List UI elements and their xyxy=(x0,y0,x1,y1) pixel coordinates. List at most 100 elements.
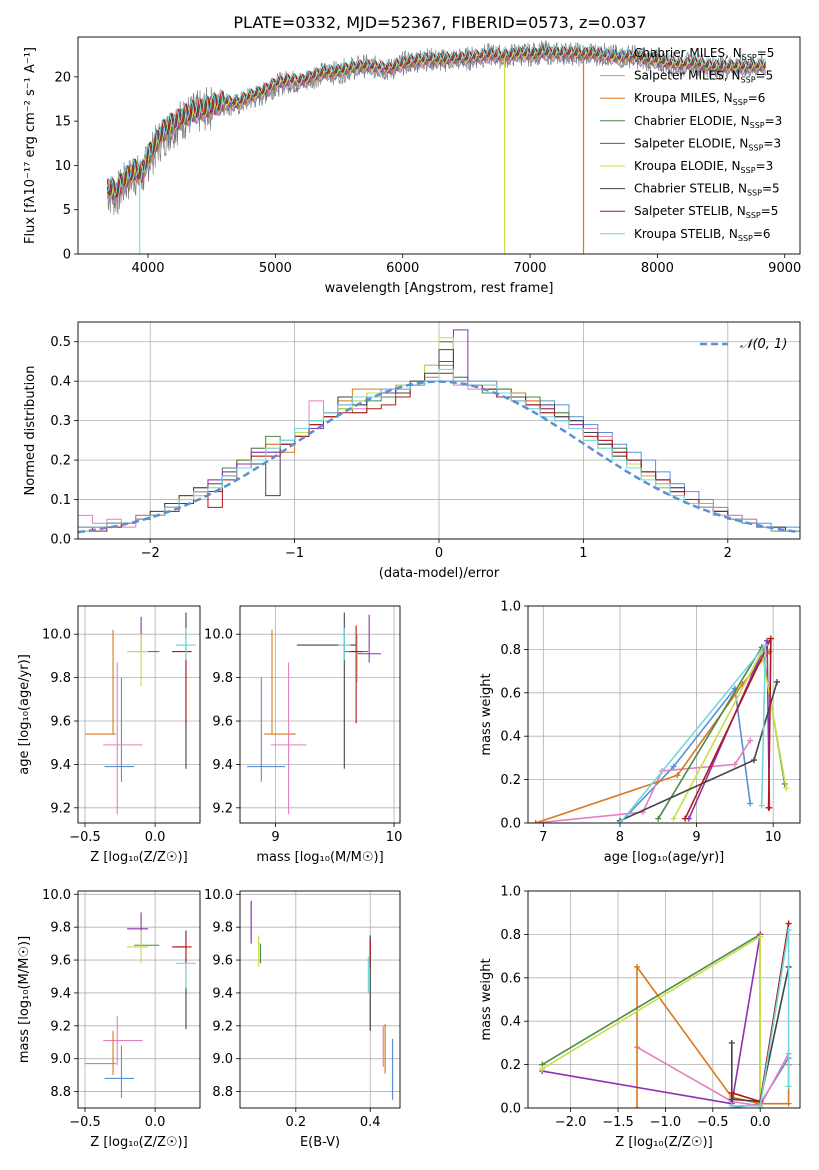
x-tick-label: −1.5 xyxy=(602,1115,634,1130)
x-axis-label: mass [log₁₀(M/M☉)] xyxy=(256,850,383,865)
y-tick-label: 15 xyxy=(54,115,71,130)
marker xyxy=(765,804,772,811)
axes-age_vs_Z: −0.5 0.0 9.2 9.4 9.6 9.8 10.0 Z [log₁₀(Z/Z☉)] ag… xyxy=(17,605,201,865)
axes-frame xyxy=(239,890,401,1109)
marker xyxy=(785,920,792,927)
y-tick-label: 0.8 xyxy=(500,643,521,658)
y-axis-label: age [log₁₀(age/yr)] xyxy=(17,654,32,775)
marker xyxy=(682,815,689,822)
y-tick-label: 0.2 xyxy=(50,454,71,469)
marker xyxy=(774,678,781,685)
y-tick-label: 9.2 xyxy=(50,801,71,816)
marker xyxy=(728,1096,735,1103)
histogram-step xyxy=(78,368,800,539)
y-tick-label: 9.4 xyxy=(50,986,71,1001)
x-tick-label: 1 xyxy=(579,546,587,561)
axes-frame xyxy=(527,605,801,824)
x-tick-label: 9 xyxy=(692,830,700,845)
x-axis-label: Z [log₁₀(Z/Z☉)] xyxy=(90,850,187,865)
x-tick-label: 0.0 xyxy=(750,1115,771,1130)
axes-spectrum: 4000 5000 6000 7000 8000 9000 0 5 10 15 20 Chabrier… xyxy=(23,36,801,296)
y-axis-label: Flux [fλ10⁻¹⁷ erg cm⁻² s⁻¹ A⁻¹] xyxy=(23,47,38,244)
x-tick-label: 6000 xyxy=(386,261,419,276)
model-spectrum-line xyxy=(106,47,766,200)
legend-entry: Chabrier ELODIE, NSSP=3 xyxy=(634,114,782,130)
legend-entry: Salpeter MILES, NSSP=5 xyxy=(634,69,773,85)
marker xyxy=(655,815,662,822)
y-tick-label: 9.4 xyxy=(50,758,71,773)
x-tick-label: 10 xyxy=(765,830,782,845)
y-tick-label: 9.0 xyxy=(50,1052,71,1067)
marker xyxy=(670,763,677,770)
x-tick-label: 4000 xyxy=(131,261,164,276)
marker xyxy=(539,1065,546,1072)
x-tick-label: −0.5 xyxy=(69,830,101,845)
marker xyxy=(757,933,764,940)
y-tick-label: 9.4 xyxy=(212,986,233,1001)
errorbar-plot xyxy=(85,912,196,1099)
y-tick-label: 0.3 xyxy=(50,414,71,429)
marker xyxy=(532,820,539,823)
marker xyxy=(731,761,738,768)
legend-subscript: SSP xyxy=(741,166,756,175)
y-tick-label: 9.8 xyxy=(50,671,71,686)
y-tick-label: 0.4 xyxy=(500,1015,521,1030)
y-tick-label: 10.0 xyxy=(204,628,233,643)
marker xyxy=(747,800,754,807)
legend-count: =6 xyxy=(748,91,766,105)
legend-subscript: SSP xyxy=(733,98,748,107)
x-axis-label: (data-model)/error xyxy=(379,566,500,581)
x-tick-label: 7 xyxy=(539,830,547,845)
axes-frame xyxy=(77,321,801,540)
mass-weight-line xyxy=(619,686,751,823)
x-tick-label: 9000 xyxy=(768,261,801,276)
axes-mass_weight_vs_Z: −2.0 −1.5 −1.0 −0.5 0.0 0.0 0.2 0.4 0.6 0.8 1.0 Z [… xyxy=(479,885,801,1150)
legend-subscript: SSP xyxy=(747,189,762,198)
x-tick-label: −1.0 xyxy=(650,1115,682,1130)
x-tick-label: 8000 xyxy=(641,261,674,276)
y-tick-label: 9.2 xyxy=(212,801,233,816)
legend-subscript: SSP xyxy=(738,234,753,243)
y-tick-label: 0.8 xyxy=(500,928,521,943)
legend-subscript: SSP xyxy=(746,211,761,220)
y-tick-label: 10.0 xyxy=(42,628,71,643)
y-tick-label: 9.0 xyxy=(212,1052,233,1067)
x-axis-label: Z [log₁₀(Z/Z☉)] xyxy=(615,1135,712,1150)
x-tick-label: −2.0 xyxy=(555,1115,587,1130)
marker xyxy=(762,642,769,649)
marker xyxy=(785,1083,792,1090)
legend-subscript: SSP xyxy=(741,76,756,85)
y-tick-label: 9.6 xyxy=(212,954,233,969)
legend-entry: Kroupa STELIB, NSSP=6 xyxy=(634,227,771,243)
legend-entry: Kroupa MILES, NSSP=6 xyxy=(634,91,765,107)
y-tick-label: 0.6 xyxy=(500,686,521,701)
marker xyxy=(785,1100,792,1107)
legend-entry: Kroupa ELODIE, NSSP=3 xyxy=(634,159,773,175)
marker xyxy=(633,1105,640,1108)
legend-entry: Salpeter STELIB, NSSP=5 xyxy=(634,204,778,220)
y-tick-label: 0.2 xyxy=(500,1058,521,1073)
marker xyxy=(674,772,681,779)
y-tick-label: 9.6 xyxy=(50,715,71,730)
marker xyxy=(670,815,677,822)
y-tick-label: 0 xyxy=(63,248,71,263)
x-axis-label: age [log₁₀(age/yr)] xyxy=(604,850,725,865)
legend-entry: Chabrier STELIB, NSSP=5 xyxy=(634,182,780,198)
mass-weight-line xyxy=(731,929,790,1107)
legend-count: =5 xyxy=(762,182,780,196)
y-tick-label: 0.0 xyxy=(50,533,71,548)
mass-weight-line xyxy=(535,651,771,823)
axes-frame xyxy=(527,890,801,1109)
axes-frame xyxy=(77,36,801,255)
legend-entry: Chabrier MILES, NSSP=5 xyxy=(634,46,774,62)
x-tick-label: 9 xyxy=(271,830,279,845)
marker xyxy=(767,635,774,642)
x-tick-label: −1 xyxy=(285,546,304,561)
axes-frame xyxy=(239,605,401,824)
figure-title: PLATE=0332, MJD=52367, FIBERID=0573, z=0… xyxy=(233,13,646,32)
axes-mass_vs_EBV: 0.2 0.4 8.8 9.0 9.2 9.4 9.6 9.8 10.0 E(B-V) xyxy=(204,888,401,1150)
y-tick-label: 9.6 xyxy=(50,954,71,969)
legend-entry: 𝒩(0, 1) xyxy=(740,337,787,352)
legend-count: =3 xyxy=(763,136,781,150)
